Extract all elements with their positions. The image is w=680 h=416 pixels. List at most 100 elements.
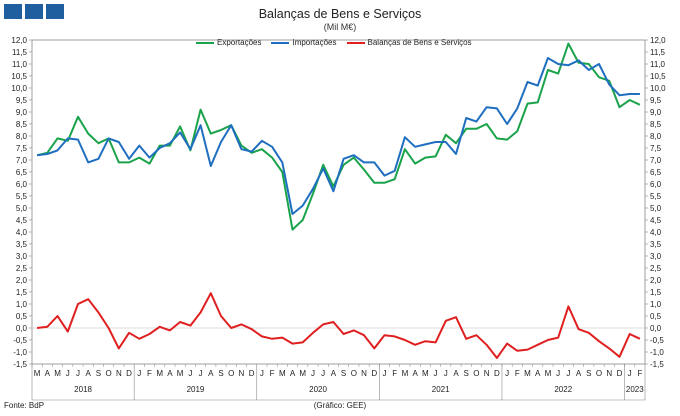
y-tick-label-right: 6,5 bbox=[650, 168, 662, 177]
x-tick-label: J bbox=[321, 369, 325, 378]
y-tick-label-left: 2,5 bbox=[16, 264, 28, 273]
x-tick-label: N bbox=[116, 369, 122, 378]
x-tick-label: M bbox=[299, 369, 306, 378]
y-tick-label-left: 7,0 bbox=[16, 156, 28, 165]
y-tick-label-right: 0,5 bbox=[650, 312, 662, 321]
x-tick-label: O bbox=[228, 369, 234, 378]
x-tick-label: S bbox=[586, 369, 591, 378]
logo bbox=[4, 4, 64, 19]
x-tick-label: M bbox=[34, 369, 41, 378]
x-tick-label: J bbox=[556, 369, 560, 378]
year-label: 2023 bbox=[626, 385, 644, 394]
x-tick-label: M bbox=[422, 369, 429, 378]
y-tick-label-left: 8,0 bbox=[16, 132, 28, 141]
y-tick-label-right: 2,0 bbox=[650, 276, 662, 285]
y-tick-label-left: -0,5 bbox=[13, 336, 27, 345]
x-tick-label: S bbox=[218, 369, 223, 378]
legend-swatch bbox=[271, 41, 290, 44]
y-tick-label-left: 4,5 bbox=[16, 216, 28, 225]
x-tick-label: D bbox=[617, 369, 623, 378]
y-tick-label-right: 5,5 bbox=[650, 192, 662, 201]
y-tick-label-right: 8,0 bbox=[650, 132, 662, 141]
x-tick-label: J bbox=[188, 369, 192, 378]
y-tick-label-right: 7,0 bbox=[650, 156, 662, 165]
x-tick-label: F bbox=[515, 369, 520, 378]
y-tick-label-left: 11,5 bbox=[12, 48, 28, 57]
x-tick-label: M bbox=[156, 369, 163, 378]
x-tick-label: A bbox=[86, 369, 92, 378]
x-tick-label: D bbox=[249, 369, 255, 378]
y-tick-label-left: 12,0 bbox=[11, 36, 27, 45]
x-tick-label: A bbox=[208, 369, 214, 378]
x-tick-label: A bbox=[45, 369, 51, 378]
legend-item-balance: Balanças de Bens e Serviços bbox=[346, 38, 472, 47]
y-tick-label-right: 9,5 bbox=[650, 96, 662, 105]
series-line bbox=[36, 42, 641, 231]
x-tick-label: J bbox=[260, 369, 264, 378]
y-tick-label-left: 10,5 bbox=[11, 72, 27, 81]
logo-block bbox=[4, 4, 22, 19]
logo-block bbox=[25, 4, 43, 19]
x-tick-label: J bbox=[434, 369, 438, 378]
y-tick-label-left: 3,5 bbox=[16, 240, 28, 249]
x-tick-label: F bbox=[392, 369, 397, 378]
y-tick-label-right: 10,5 bbox=[650, 72, 666, 81]
x-tick-label: S bbox=[96, 369, 101, 378]
source-note: Fonte: BdP bbox=[4, 401, 45, 410]
x-tick-label: D bbox=[371, 369, 377, 378]
y-tick-label-right: -1,0 bbox=[650, 348, 664, 357]
x-tick-label: N bbox=[484, 369, 490, 378]
x-tick-label: S bbox=[464, 369, 469, 378]
x-tick-label: J bbox=[382, 369, 386, 378]
x-tick-label: D bbox=[494, 369, 500, 378]
y-tick-label-right: 1,0 bbox=[650, 300, 662, 309]
year-label: 2019 bbox=[187, 385, 205, 394]
x-tick-label: N bbox=[361, 369, 367, 378]
x-tick-label: M bbox=[54, 369, 61, 378]
y-tick-label-right: -0,5 bbox=[650, 336, 664, 345]
y-tick-label-right: 4,0 bbox=[650, 228, 662, 237]
credit-note: (Gráfico: GEE) bbox=[313, 401, 367, 410]
y-tick-label-left: 6,5 bbox=[16, 168, 28, 177]
y-tick-label-left: 3,0 bbox=[16, 252, 28, 261]
x-tick-label: A bbox=[412, 369, 418, 378]
x-tick-label: O bbox=[106, 369, 112, 378]
series-line bbox=[36, 292, 641, 359]
y-tick-label-left: 10,0 bbox=[11, 84, 27, 93]
y-tick-label-left: 9,5 bbox=[16, 96, 28, 105]
x-tick-label: J bbox=[566, 369, 570, 378]
x-tick-label: D bbox=[126, 369, 132, 378]
x-tick-label: A bbox=[453, 369, 459, 378]
y-tick-label-right: 7,5 bbox=[650, 144, 662, 153]
x-tick-label: M bbox=[524, 369, 531, 378]
x-tick-label: J bbox=[76, 369, 80, 378]
y-tick-label-left: 8,5 bbox=[16, 120, 28, 129]
y-tick-label-right: 3,5 bbox=[650, 240, 662, 249]
y-tick-label-left: 0,0 bbox=[16, 324, 28, 333]
y-tick-label-right: 5,0 bbox=[650, 204, 662, 213]
x-tick-label: M bbox=[402, 369, 409, 378]
x-tick-label: N bbox=[606, 369, 612, 378]
x-tick-label: A bbox=[331, 369, 337, 378]
legend-item-exports: Exportações bbox=[196, 38, 261, 47]
y-tick-label-left: 11,0 bbox=[12, 60, 28, 69]
legend-label: Balanças de Bens e Serviços bbox=[367, 38, 472, 47]
y-tick-label-right: 6,0 bbox=[650, 180, 662, 189]
plot-frame bbox=[31, 39, 646, 365]
y-tick-label-right: 0,0 bbox=[650, 324, 662, 333]
x-tick-label: J bbox=[444, 369, 448, 378]
x-tick-label: N bbox=[239, 369, 245, 378]
x-tick-label: J bbox=[199, 369, 203, 378]
x-tick-label: F bbox=[147, 369, 152, 378]
logo-block bbox=[46, 4, 64, 19]
x-tick-label: A bbox=[290, 369, 296, 378]
y-tick-label-left: -1,0 bbox=[13, 348, 27, 357]
x-tick-label: A bbox=[535, 369, 541, 378]
y-tick-label-left: 9,0 bbox=[16, 108, 28, 117]
x-tick-label: J bbox=[628, 369, 632, 378]
x-tick-label: F bbox=[637, 369, 642, 378]
x-tick-label: M bbox=[177, 369, 184, 378]
x-tick-label: A bbox=[167, 369, 173, 378]
year-label: 2021 bbox=[432, 385, 450, 394]
y-tick-label-left: 1,5 bbox=[16, 288, 28, 297]
